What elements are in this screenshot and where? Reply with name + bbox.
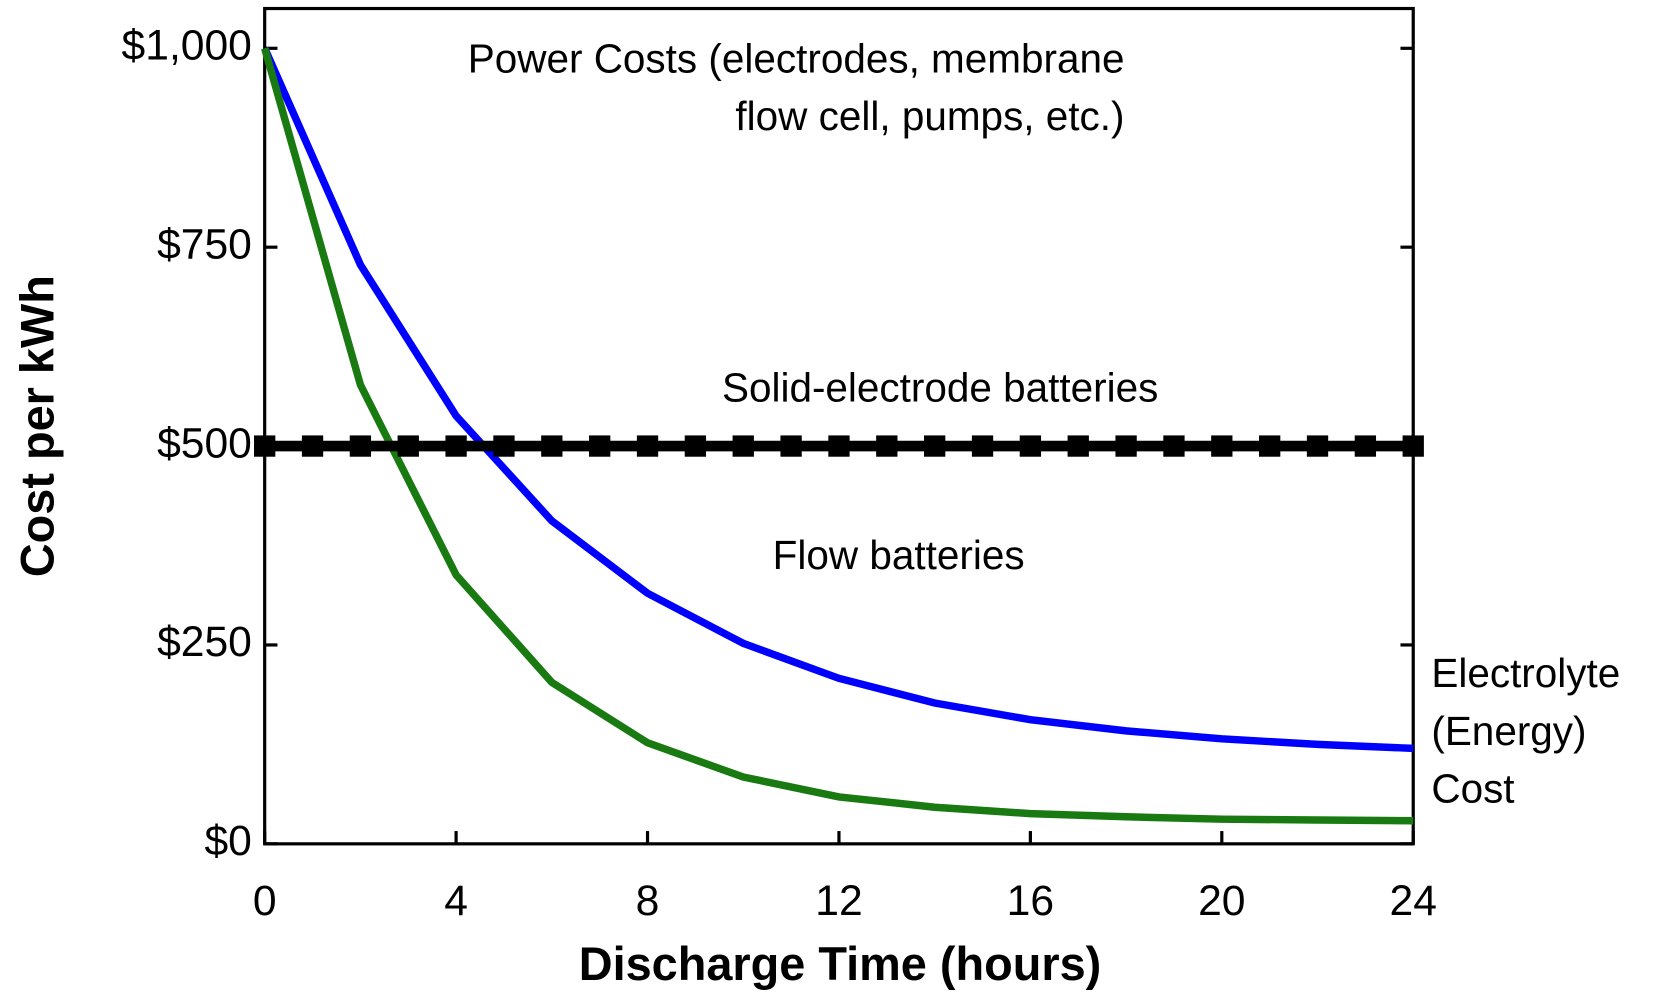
annotation: Electrolyte	[1431, 650, 1620, 696]
annotation: Power Costs (electrodes, membrane	[468, 35, 1125, 81]
annotation: Flow batteries	[773, 532, 1025, 578]
marker	[828, 435, 850, 457]
marker	[1019, 435, 1042, 457]
marker	[924, 435, 946, 457]
y-tick-label: $1,000	[122, 22, 252, 70]
marker	[1306, 435, 1329, 457]
marker	[397, 435, 419, 457]
marker	[445, 435, 467, 457]
marker	[971, 435, 994, 457]
x-tick-label: 16	[1007, 877, 1054, 925]
marker	[1163, 435, 1185, 457]
marker	[876, 435, 898, 457]
marker	[1211, 435, 1233, 457]
marker	[1402, 435, 1424, 457]
marker	[732, 435, 754, 457]
marker	[301, 435, 324, 457]
x-tick-label: 8	[636, 877, 660, 925]
annotation: flow cell, pumps, etc.)	[735, 93, 1124, 139]
y-tick-label: $0	[204, 817, 251, 865]
annotation: Solid-electrode batteries	[722, 365, 1158, 411]
marker	[684, 435, 707, 457]
y-tick-label: $750	[157, 220, 252, 268]
marker	[1115, 435, 1137, 457]
marker	[636, 435, 659, 457]
y-tick-label: $500	[157, 419, 252, 467]
x-tick-label: 24	[1390, 877, 1437, 925]
marker	[254, 435, 276, 457]
annotation: Cost	[1431, 765, 1514, 811]
x-tick-label: 4	[444, 877, 468, 925]
x-tick-label: 12	[815, 877, 862, 925]
marker	[493, 435, 515, 457]
x-tick-label: 20	[1198, 877, 1245, 925]
marker	[1067, 435, 1089, 457]
x-tick-label: 0	[253, 877, 277, 925]
x-axis-title: Discharge Time (hours)	[579, 938, 1102, 990]
series-line	[261, 47, 1414, 825]
y-tick-label: $250	[157, 618, 252, 666]
marker	[1354, 435, 1377, 457]
y-axis-title: Cost per kWh	[11, 275, 63, 577]
series-line	[261, 46, 1414, 753]
annotation: (Energy)	[1431, 708, 1586, 754]
marker	[589, 435, 611, 457]
marker	[780, 435, 802, 457]
marker	[541, 435, 563, 457]
marker	[349, 435, 372, 457]
marker	[1259, 435, 1281, 457]
